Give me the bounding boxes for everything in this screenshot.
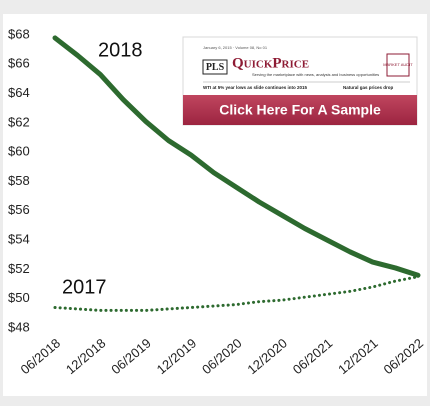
y-tick-label: $54 bbox=[8, 232, 30, 247]
ad-button-label[interactable]: Click Here For A Sample bbox=[219, 102, 381, 118]
ad-headline: WTI at 5% year lows as slide continues i… bbox=[203, 85, 308, 90]
ad-date: January 6, 2015 · Volume 08, No 01 bbox=[203, 45, 268, 50]
y-tick-label: $64 bbox=[8, 85, 30, 100]
ad-title: QuickPrice bbox=[232, 55, 309, 71]
ad-badge: MARKET AUDIT bbox=[383, 62, 413, 67]
y-tick-label: $58 bbox=[8, 173, 30, 188]
y-tick-label: $68 bbox=[8, 26, 30, 41]
y-tick-label: $60 bbox=[8, 144, 30, 159]
series-label: 2018 bbox=[98, 39, 143, 61]
chart: January 6, 2015 · Volume 08, No 01 PLS Q… bbox=[0, 0, 430, 406]
y-tick-label: $62 bbox=[8, 114, 30, 129]
ad[interactable]: January 6, 2015 · Volume 08, No 01 PLS Q… bbox=[183, 37, 417, 125]
y-tick-label: $56 bbox=[8, 202, 30, 217]
y-tick-label: $52 bbox=[8, 261, 30, 276]
series-label: 2017 bbox=[62, 276, 107, 298]
ad-tagline: Serving the marketplace with news, analy… bbox=[252, 72, 379, 77]
ad-logo: PLS bbox=[206, 62, 225, 73]
y-tick-label: $50 bbox=[8, 290, 30, 305]
y-tick-label: $66 bbox=[8, 56, 30, 71]
y-tick-label: $48 bbox=[8, 319, 30, 334]
ad-headline: Natural gas prices drop bbox=[343, 85, 394, 90]
page: {"chart_data": {"type": "line", "categor… bbox=[0, 0, 430, 406]
